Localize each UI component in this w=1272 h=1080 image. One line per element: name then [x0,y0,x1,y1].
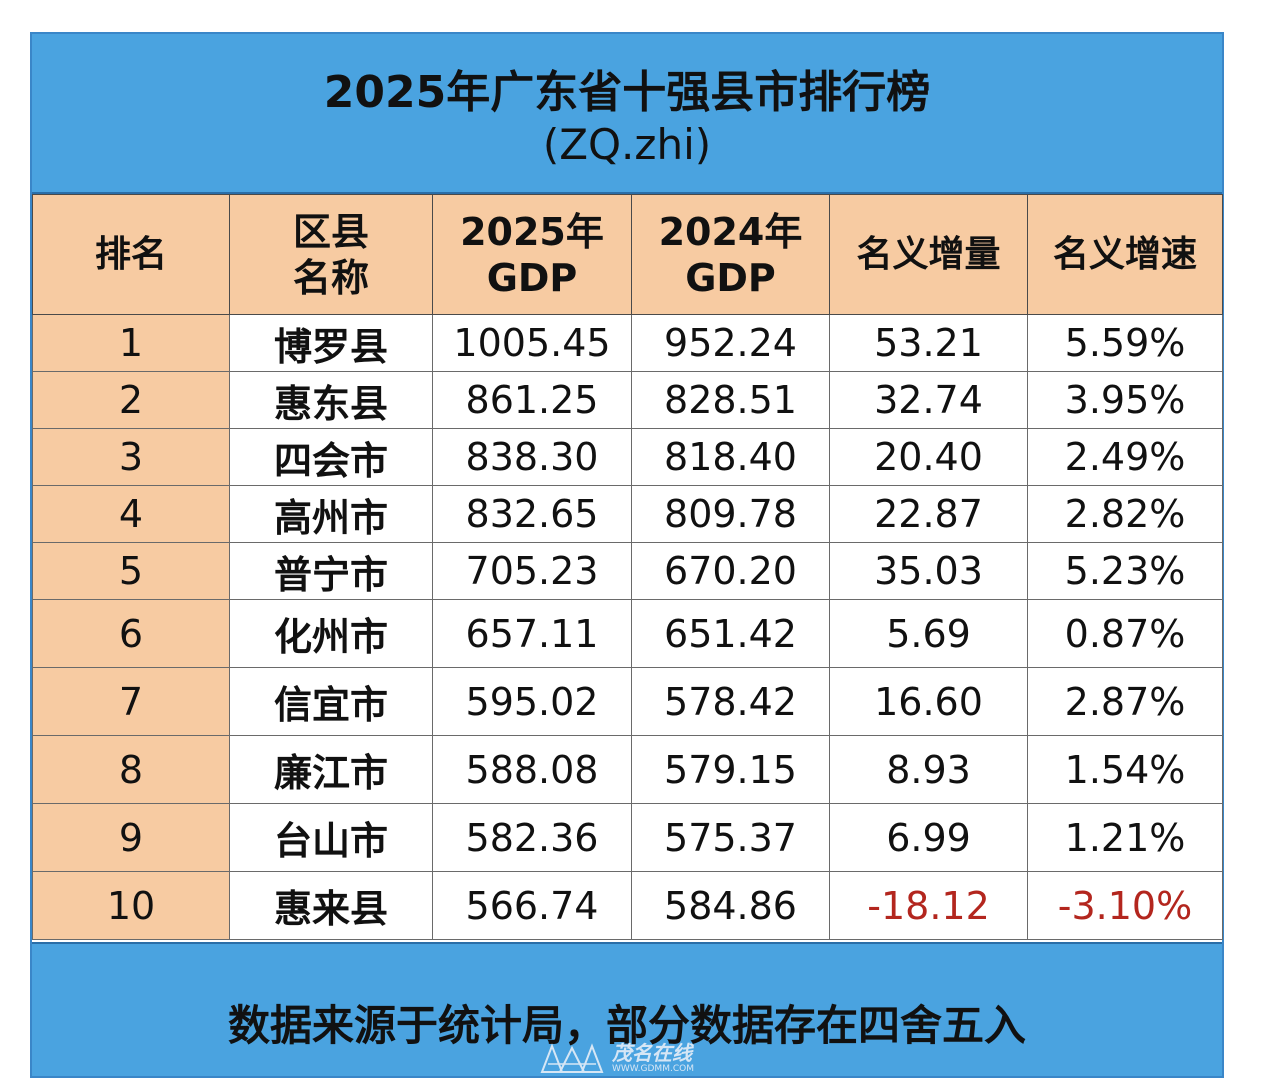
page-subtitle: (ZQ.zhi) [542,120,712,169]
cell-gdp2025: 832.65 [432,485,632,543]
cell-gdp2024: 578.42 [631,667,830,736]
watermark-url: WWW.GDMM.COM [612,1063,694,1074]
watermark-name: 茂名在线 [612,1040,692,1065]
cell-county: 高州市 [229,485,433,543]
table-row: 7 信宜市 595.02 578.42 16.60 2.87% [32,667,1223,736]
col-header-gdp2025-line1: 2025年 [460,209,604,254]
cell-rate: 5.59% [1027,314,1223,372]
cell-rate: 2.82% [1027,485,1223,543]
cell-gdp2024: 818.40 [631,428,830,486]
cell-increase: 20.40 [829,428,1028,486]
cell-county: 信宜市 [229,667,433,736]
watermark-logo-icon [540,1043,604,1073]
table-row: 1 博罗县 1005.45 952.24 53.21 5.59% [32,314,1223,372]
col-header-rate: 名义增速 [1027,194,1223,315]
col-header-name: 区县 名称 [229,194,433,315]
cell-rank: 3 [32,428,230,486]
col-header-gdp2024-line1: 2024年 [658,209,803,254]
cell-gdp2024: 651.42 [631,599,830,668]
cell-increase: 6.99 [829,803,1028,872]
cell-increase: 22.87 [829,485,1028,543]
cell-increase: 8.93 [829,735,1028,804]
table-row: 3 四会市 838.30 818.40 20.40 2.49% [32,428,1223,486]
cell-county: 廉江市 [229,735,433,804]
cell-gdp2024: 670.20 [631,542,830,600]
table-row: 2 惠东县 861.25 828.51 32.74 3.95% [32,371,1223,429]
table-body: 1 博罗县 1005.45 952.24 53.21 5.59% 2 惠东县 8… [32,314,1223,940]
cell-county: 惠来县 [229,871,433,940]
table-row: 10 惠来县 566.74 584.86 -18.12 -3.10% [32,871,1223,940]
col-header-gdp2024-line2: GDP [685,255,776,300]
cell-county: 四会市 [229,428,433,486]
source-note: 数据来源于统计局，部分数据存在四舍五入 [227,1001,1026,1050]
cell-gdp2024: 579.15 [631,735,830,804]
cell-increase: 35.03 [829,542,1028,600]
cell-gdp2024: 575.37 [631,803,830,872]
cell-gdp2025: 705.23 [432,542,632,600]
cell-rank: 7 [32,667,230,736]
cell-rate: 5.23% [1027,542,1223,600]
col-header-rank: 排名 [32,194,230,315]
table-row: 5 普宁市 705.23 670.20 35.03 5.23% [32,542,1223,600]
cell-rate: -3.10% [1027,871,1223,940]
cell-county: 惠东县 [229,371,433,429]
watermark-text: 茂名在线 WWW.GDMM.COM [612,1043,694,1074]
cell-rank: 10 [32,871,230,940]
ranking-frame: 2025年广东省十强县市排行榜 (ZQ.zhi) 排名 区县 名称 2025年 … [30,32,1224,1078]
col-header-gdp2025: 2025年 GDP [432,194,632,315]
cell-rate: 1.21% [1027,803,1223,872]
cell-rate: 2.49% [1027,428,1223,486]
cell-gdp2024: 952.24 [631,314,830,372]
cell-gdp2025: 1005.45 [432,314,632,372]
cell-gdp2025: 657.11 [432,599,632,668]
cell-rate: 3.95% [1027,371,1223,429]
cell-gdp2024: 809.78 [631,485,830,543]
col-header-name-line1: 区县 [292,209,369,254]
cell-gdp2025: 861.25 [432,371,632,429]
cell-increase: -18.12 [829,871,1028,940]
cell-county: 化州市 [229,599,433,668]
table-row: 6 化州市 657.11 651.42 5.69 0.87% [32,599,1223,668]
page-title: 2025年广东省十强县市排行榜 [323,67,931,118]
cell-county: 博罗县 [229,314,433,372]
cell-increase: 16.60 [829,667,1028,736]
col-header-gdp2024: 2024年 GDP [631,194,830,315]
cell-rank: 9 [32,803,230,872]
cell-gdp2025: 566.74 [432,871,632,940]
cell-rate: 1.54% [1027,735,1223,804]
cell-rate: 0.87% [1027,599,1223,668]
table-row: 4 高州市 832.65 809.78 22.87 2.82% [32,485,1223,543]
col-header-gdp2025-line2: GDP [486,255,578,300]
cell-gdp2024: 828.51 [631,371,830,429]
cell-rate: 2.87% [1027,667,1223,736]
table-row: 8 廉江市 588.08 579.15 8.93 1.54% [32,735,1223,804]
cell-gdp2025: 582.36 [432,803,632,872]
cell-county: 普宁市 [229,542,433,600]
footer-banner: 数据来源于统计局，部分数据存在四舍五入 [32,942,1222,1076]
cell-gdp2025: 595.02 [432,667,632,736]
cell-gdp2025: 838.30 [432,428,632,486]
cell-increase: 5.69 [829,599,1028,668]
cell-increase: 53.21 [829,314,1028,372]
cell-rank: 5 [32,542,230,600]
cell-rank: 1 [32,314,230,372]
cell-rank: 6 [32,599,230,668]
cell-gdp2024: 584.86 [631,871,830,940]
cell-rank: 2 [32,371,230,429]
cell-rank: 8 [32,735,230,804]
table-header-row: 排名 区县 名称 2025年 GDP 2024年 GDP 名义增量 名义增速 [32,194,1223,315]
col-header-increase: 名义增量 [829,194,1028,315]
cell-increase: 32.74 [829,371,1028,429]
cell-rank: 4 [32,485,230,543]
cell-gdp2025: 588.08 [432,735,632,804]
watermark: 茂名在线 WWW.GDMM.COM [540,1040,740,1076]
cell-county: 台山市 [229,803,433,872]
col-header-name-line2: 名称 [292,255,369,300]
table-row: 9 台山市 582.36 575.37 6.99 1.21% [32,803,1223,872]
ranking-table: 排名 区县 名称 2025年 GDP 2024年 GDP 名义增量 名义增速 [32,194,1223,940]
title-banner: 2025年广东省十强县市排行榜 (ZQ.zhi) [32,34,1222,194]
